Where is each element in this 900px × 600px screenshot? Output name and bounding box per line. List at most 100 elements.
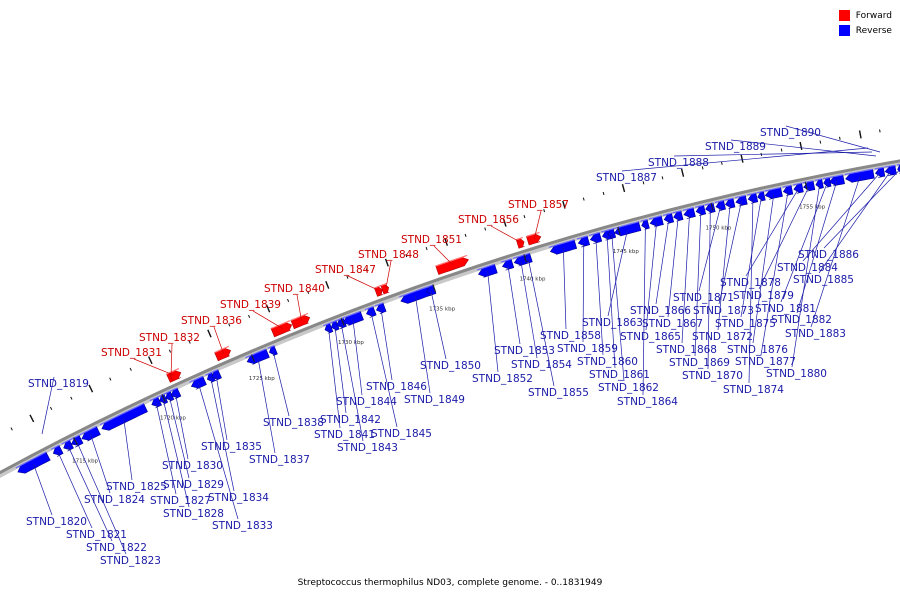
gene-label-stnd-1836[interactable]: STND_1836 <box>181 315 242 327</box>
leader-line <box>681 213 690 344</box>
gene-label-stnd-1858[interactable]: STND_1858 <box>540 330 601 342</box>
gene-label-stnd-1838[interactable]: STND_1838 <box>263 417 324 429</box>
gene-label-stnd-1822[interactable]: STND_1822 <box>86 542 147 554</box>
leader-line <box>430 290 447 360</box>
gene-label-stnd-1820[interactable]: STND_1820 <box>26 516 87 528</box>
gene-label-stnd-1823[interactable]: STND_1823 <box>100 555 161 567</box>
gene-label-stnd-1860[interactable]: STND_1860 <box>577 356 638 368</box>
gene-label-stnd-1852[interactable]: STND_1852 <box>472 373 533 385</box>
gene-label-stnd-1878[interactable]: STND_1878 <box>720 277 781 289</box>
gene-label-stnd-1821[interactable]: STND_1821 <box>66 529 127 541</box>
gene-label-stnd-1831[interactable]: STND_1831 <box>101 347 162 359</box>
gene-label-stnd-1877[interactable]: STND_1877 <box>735 356 796 368</box>
gene-label-stnd-1841[interactable]: STND_1841 <box>314 429 375 441</box>
gene-label-stnd-1866[interactable]: STND_1866 <box>630 305 691 317</box>
gene-label-stnd-1850[interactable]: STND_1850 <box>420 360 481 372</box>
minor-tick <box>582 197 585 201</box>
gene-label-stnd-1868[interactable]: STND_1868 <box>656 344 717 356</box>
gene-label-stnd-1854[interactable]: STND_1854 <box>511 359 572 371</box>
leader-line <box>175 393 189 460</box>
gene-label-stnd-1872[interactable]: STND_1872 <box>692 331 753 343</box>
gene-label-stnd-1883[interactable]: STND_1883 <box>785 328 846 340</box>
gene-label-stnd-1881[interactable]: STND_1881 <box>755 303 816 315</box>
gene-label-stnd-1840[interactable]: STND_1840 <box>264 283 325 295</box>
leader-line <box>582 241 585 343</box>
minor-tick <box>109 377 112 381</box>
minor-tick <box>49 406 53 410</box>
leader-line <box>90 434 111 494</box>
gene-label-stnd-1825[interactable]: STND_1825 <box>106 481 167 493</box>
gene-label-stnd-1867[interactable]: STND_1867 <box>642 318 703 330</box>
gene-label-stnd-1855[interactable]: STND_1855 <box>528 387 589 399</box>
gene-label-stnd-1884[interactable]: STND_1884 <box>777 262 838 274</box>
gene-label-stnd-1871[interactable]: STND_1871 <box>673 292 734 304</box>
gene-label-stnd-1853[interactable]: STND_1853 <box>494 345 555 357</box>
gene-highlight <box>640 218 648 222</box>
gene-label-stnd-1888[interactable]: STND_1888 <box>648 157 709 169</box>
leader-line <box>210 377 235 492</box>
gene-label-stnd-1857[interactable]: STND_1857 <box>508 199 569 211</box>
leader-line <box>155 402 177 495</box>
gene-label-stnd-1833[interactable]: STND_1833 <box>212 520 273 532</box>
minor-tick <box>70 396 73 400</box>
leader-line <box>490 225 522 244</box>
gene-label-stnd-1827[interactable]: STND_1827 <box>150 495 211 507</box>
gene-label-stnd-1874[interactable]: STND_1874 <box>723 384 784 396</box>
gene-label-stnd-1842[interactable]: STND_1842 <box>320 414 381 426</box>
gene-label-stnd-1839[interactable]: STND_1839 <box>220 299 281 311</box>
gene-label-stnd-1862[interactable]: STND_1862 <box>598 382 659 394</box>
gene-label-stnd-1880[interactable]: STND_1880 <box>766 368 827 380</box>
gene-label-stnd-1889[interactable]: STND_1889 <box>705 141 766 153</box>
leader-line <box>123 418 133 481</box>
gene-label-stnd-1828[interactable]: STND_1828 <box>163 508 224 520</box>
gene-label-stnd-1876[interactable]: STND_1876 <box>727 344 788 356</box>
gene-label-stnd-1843[interactable]: STND_1843 <box>337 442 398 454</box>
figure-caption: Streptococcus thermophilus ND03, complet… <box>297 578 603 588</box>
gene-label-stnd-1886[interactable]: STND_1886 <box>798 249 859 261</box>
gene-label-stnd-1879[interactable]: STND_1879 <box>733 290 794 302</box>
minor-tick <box>543 209 546 213</box>
leader-line <box>133 358 175 376</box>
gene-label-stnd-1845[interactable]: STND_1845 <box>371 428 432 440</box>
gene-highlight <box>189 375 204 383</box>
gene-label-stnd-1824[interactable]: STND_1824 <box>84 494 145 506</box>
major-tick <box>740 154 744 163</box>
gene-label-stnd-1832[interactable]: STND_1832 <box>139 332 200 344</box>
minor-tick <box>701 166 704 170</box>
gene-highlight <box>50 444 60 450</box>
gene-label-stnd-1861[interactable]: STND_1861 <box>589 369 650 381</box>
gene-label-stnd-1885[interactable]: STND_1885 <box>793 274 854 286</box>
gene-label-stnd-1864[interactable]: STND_1864 <box>617 396 678 408</box>
minor-tick <box>287 298 290 303</box>
gene-highlight <box>548 239 575 248</box>
gene-label-stnd-1844[interactable]: STND_1844 <box>336 396 397 408</box>
gene-label-stnd-1830[interactable]: STND_1830 <box>162 460 223 472</box>
gene-label-stnd-1819[interactable]: STND_1819 <box>28 378 89 390</box>
gene-label-stnd-1848[interactable]: STND_1848 <box>358 249 419 261</box>
scale-label: 1720 kbp <box>160 416 186 422</box>
gene-highlight <box>828 174 843 179</box>
gene-label-stnd-1859[interactable]: STND_1859 <box>557 343 618 355</box>
gene-highlight <box>764 187 781 192</box>
gene-label-stnd-1846[interactable]: STND_1846 <box>366 381 427 393</box>
gene-label-stnd-1834[interactable]: STND_1834 <box>208 492 269 504</box>
gene-label-stnd-1873[interactable]: STND_1873 <box>693 305 754 317</box>
gene-label-stnd-1856[interactable]: STND_1856 <box>458 214 519 226</box>
gene-label-stnd-1875[interactable]: STND_1875 <box>715 318 776 330</box>
gene-label-stnd-1882[interactable]: STND_1882 <box>771 314 832 326</box>
gene-label-stnd-1837[interactable]: STND_1837 <box>249 454 310 466</box>
gene-label-stnd-1829[interactable]: STND_1829 <box>163 479 224 491</box>
gene-label-stnd-1890[interactable]: STND_1890 <box>760 127 821 139</box>
gene-label-stnd-1869[interactable]: STND_1869 <box>669 357 730 369</box>
gene-highlight <box>399 286 428 298</box>
gene-label-stnd-1870[interactable]: STND_1870 <box>682 370 743 382</box>
gene-highlight <box>424 284 434 289</box>
gene-label-stnd-1851[interactable]: STND_1851 <box>401 234 462 246</box>
gene-label-stnd-1887[interactable]: STND_1887 <box>596 172 657 184</box>
gene-label-stnd-1847[interactable]: STND_1847 <box>315 264 376 276</box>
gene-label-stnd-1865[interactable]: STND_1865 <box>620 331 681 343</box>
gene-label-stnd-1863[interactable]: STND_1863 <box>582 317 643 329</box>
gene-label-stnd-1849[interactable]: STND_1849 <box>404 394 465 406</box>
gene-label-stnd-1835[interactable]: STND_1835 <box>201 441 262 453</box>
